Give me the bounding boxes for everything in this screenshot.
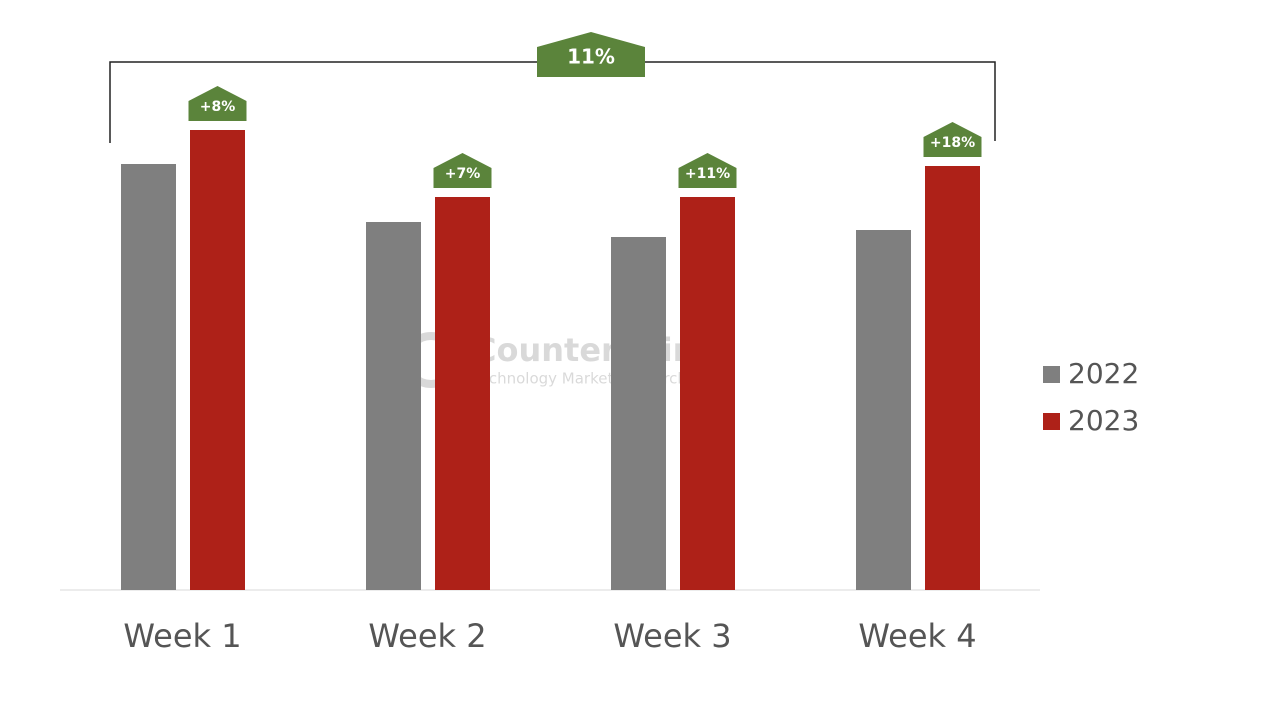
legend-swatch (1043, 366, 1060, 383)
growth-badge (433, 153, 492, 188)
bar (435, 197, 490, 590)
legend-label: 2023 (1068, 404, 1139, 437)
growth-badge (188, 86, 247, 121)
growth-badge (678, 153, 737, 188)
growth-label: +7% (445, 166, 481, 182)
growth-label: +18% (930, 135, 975, 151)
bar (121, 164, 176, 590)
bar (925, 166, 980, 590)
bar (190, 130, 245, 590)
overall-badge (537, 32, 645, 77)
x-tick-label: Week 4 (858, 617, 976, 655)
watermark-name: Counterpoint (473, 331, 711, 369)
bar (611, 237, 666, 590)
bar (366, 222, 421, 590)
growth-badge (923, 122, 982, 157)
bar (680, 197, 735, 590)
growth-label: +8% (200, 99, 236, 115)
x-tick-label: Week 3 (613, 617, 731, 655)
legend-swatch (1043, 413, 1060, 430)
overall-label: 11% (567, 45, 615, 69)
x-tick-label: Week 1 (123, 617, 241, 655)
bar (856, 230, 911, 590)
x-tick-label: Week 2 (368, 617, 486, 655)
growth-label: +11% (685, 166, 730, 182)
legend-label: 2022 (1068, 357, 1139, 390)
